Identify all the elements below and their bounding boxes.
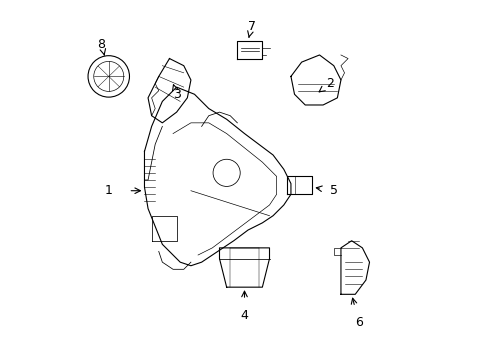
Text: 3: 3: [172, 88, 180, 101]
Text: 8: 8: [98, 38, 105, 51]
Text: 4: 4: [240, 309, 248, 322]
Text: 6: 6: [354, 316, 362, 329]
Text: 7: 7: [247, 20, 255, 33]
Text: 5: 5: [329, 184, 337, 197]
Text: 1: 1: [104, 184, 112, 197]
Text: 2: 2: [325, 77, 333, 90]
